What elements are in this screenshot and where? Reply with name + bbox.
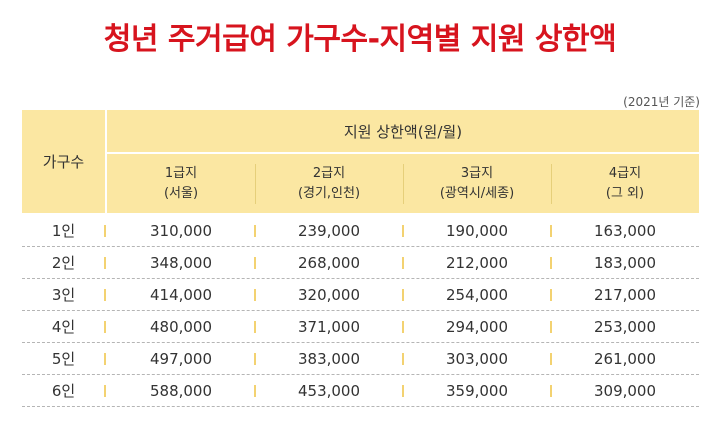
- row-separator: [254, 225, 256, 237]
- amount-cell: 212,000: [445, 253, 509, 272]
- table-row: 1인 310,000 239,000 190,000 163,000: [22, 215, 699, 247]
- amount-cell: 348,000: [149, 253, 213, 272]
- household-label: 6인: [51, 382, 76, 400]
- tier-divider: [551, 164, 552, 204]
- row-separator: [402, 225, 404, 237]
- amount-group-header: 지원 상한액(원/월): [343, 122, 463, 141]
- table-header-background: [22, 110, 699, 213]
- amount-cell: 414,000: [149, 285, 213, 304]
- tier-name: 1급지: [164, 165, 198, 181]
- tier-name: 4급지: [608, 165, 642, 181]
- amount-cell: 268,000: [297, 253, 361, 272]
- tier-header-4: 4급지 (그 외): [551, 154, 699, 213]
- row-separator: [104, 353, 106, 365]
- amount-cell: 190,000: [445, 221, 509, 240]
- tier-region: (경기,인천): [297, 185, 361, 201]
- household-label: 5인: [51, 350, 76, 368]
- amount-cell: 309,000: [593, 381, 657, 400]
- amount-cell: 371,000: [297, 317, 361, 336]
- amount-cell: 183,000: [593, 253, 657, 272]
- row-separator: [550, 321, 552, 333]
- row-separator: [550, 385, 552, 397]
- amount-cell: 303,000: [445, 349, 509, 368]
- row-separator: [254, 321, 256, 333]
- row-separator: [402, 257, 404, 269]
- amount-cell: 320,000: [297, 285, 361, 304]
- row-separator: [254, 385, 256, 397]
- household-column-header: 가구수: [42, 153, 85, 171]
- amount-cell: 310,000: [149, 221, 213, 240]
- amount-cell: 383,000: [297, 349, 361, 368]
- amount-cell: 239,000: [297, 221, 361, 240]
- tier-header-1: 1급지 (서울): [107, 154, 255, 213]
- table-row: 6인 588,000 453,000 359,000 309,000: [22, 375, 699, 407]
- tier-name: 2급지: [312, 165, 346, 181]
- tier-region: (그 외): [605, 185, 645, 201]
- row-separator: [104, 289, 106, 301]
- row-separator: [104, 385, 106, 397]
- tier-header-2: 2급지 (경기,인천): [255, 154, 403, 213]
- header-horizontal-divider: [107, 152, 699, 154]
- row-separator: [402, 289, 404, 301]
- household-label: 1인: [51, 222, 76, 240]
- household-label: 4인: [51, 318, 76, 336]
- row-separator: [254, 353, 256, 365]
- amount-cell: 294,000: [445, 317, 509, 336]
- amount-cell: 359,000: [445, 381, 509, 400]
- row-separator: [104, 225, 106, 237]
- household-label: 2인: [51, 254, 76, 272]
- row-separator: [550, 353, 552, 365]
- amount-cell: 261,000: [593, 349, 657, 368]
- row-separator: [402, 385, 404, 397]
- row-separator: [104, 321, 106, 333]
- tier-divider: [255, 164, 256, 204]
- header-vertical-divider: [105, 110, 107, 213]
- basis-year-note: (2021년 기준): [623, 95, 700, 109]
- table-row: 2인 348,000 268,000 212,000 183,000: [22, 247, 699, 279]
- row-separator: [254, 257, 256, 269]
- row-separator: [254, 289, 256, 301]
- tier-name: 3급지: [460, 165, 494, 181]
- row-separator: [104, 257, 106, 269]
- amount-cell: 253,000: [593, 317, 657, 336]
- amount-cell: 588,000: [149, 381, 213, 400]
- row-separator: [550, 257, 552, 269]
- page-title: 청년 주거급여 가구수-지역별 지원 상한액: [103, 22, 617, 57]
- tier-header-3: 3급지 (광역시/세종): [403, 154, 551, 213]
- amount-cell: 497,000: [149, 349, 213, 368]
- tier-divider: [403, 164, 404, 204]
- tier-region: (광역시/세종): [439, 185, 515, 201]
- amount-cell: 480,000: [149, 317, 213, 336]
- row-separator: [402, 353, 404, 365]
- amount-cell: 254,000: [445, 285, 509, 304]
- table-row: 3인 414,000 320,000 254,000 217,000: [22, 279, 699, 311]
- household-label: 3인: [51, 286, 76, 304]
- amount-cell: 217,000: [593, 285, 657, 304]
- row-separator: [402, 321, 404, 333]
- table-row: 5인 497,000 383,000 303,000 261,000: [22, 343, 699, 375]
- tier-region: (서울): [163, 185, 199, 201]
- row-separator: [550, 289, 552, 301]
- amount-cell: 163,000: [593, 221, 657, 240]
- row-separator: [550, 225, 552, 237]
- amount-cell: 453,000: [297, 381, 361, 400]
- table-row: 4인 480,000 371,000 294,000 253,000: [22, 311, 699, 343]
